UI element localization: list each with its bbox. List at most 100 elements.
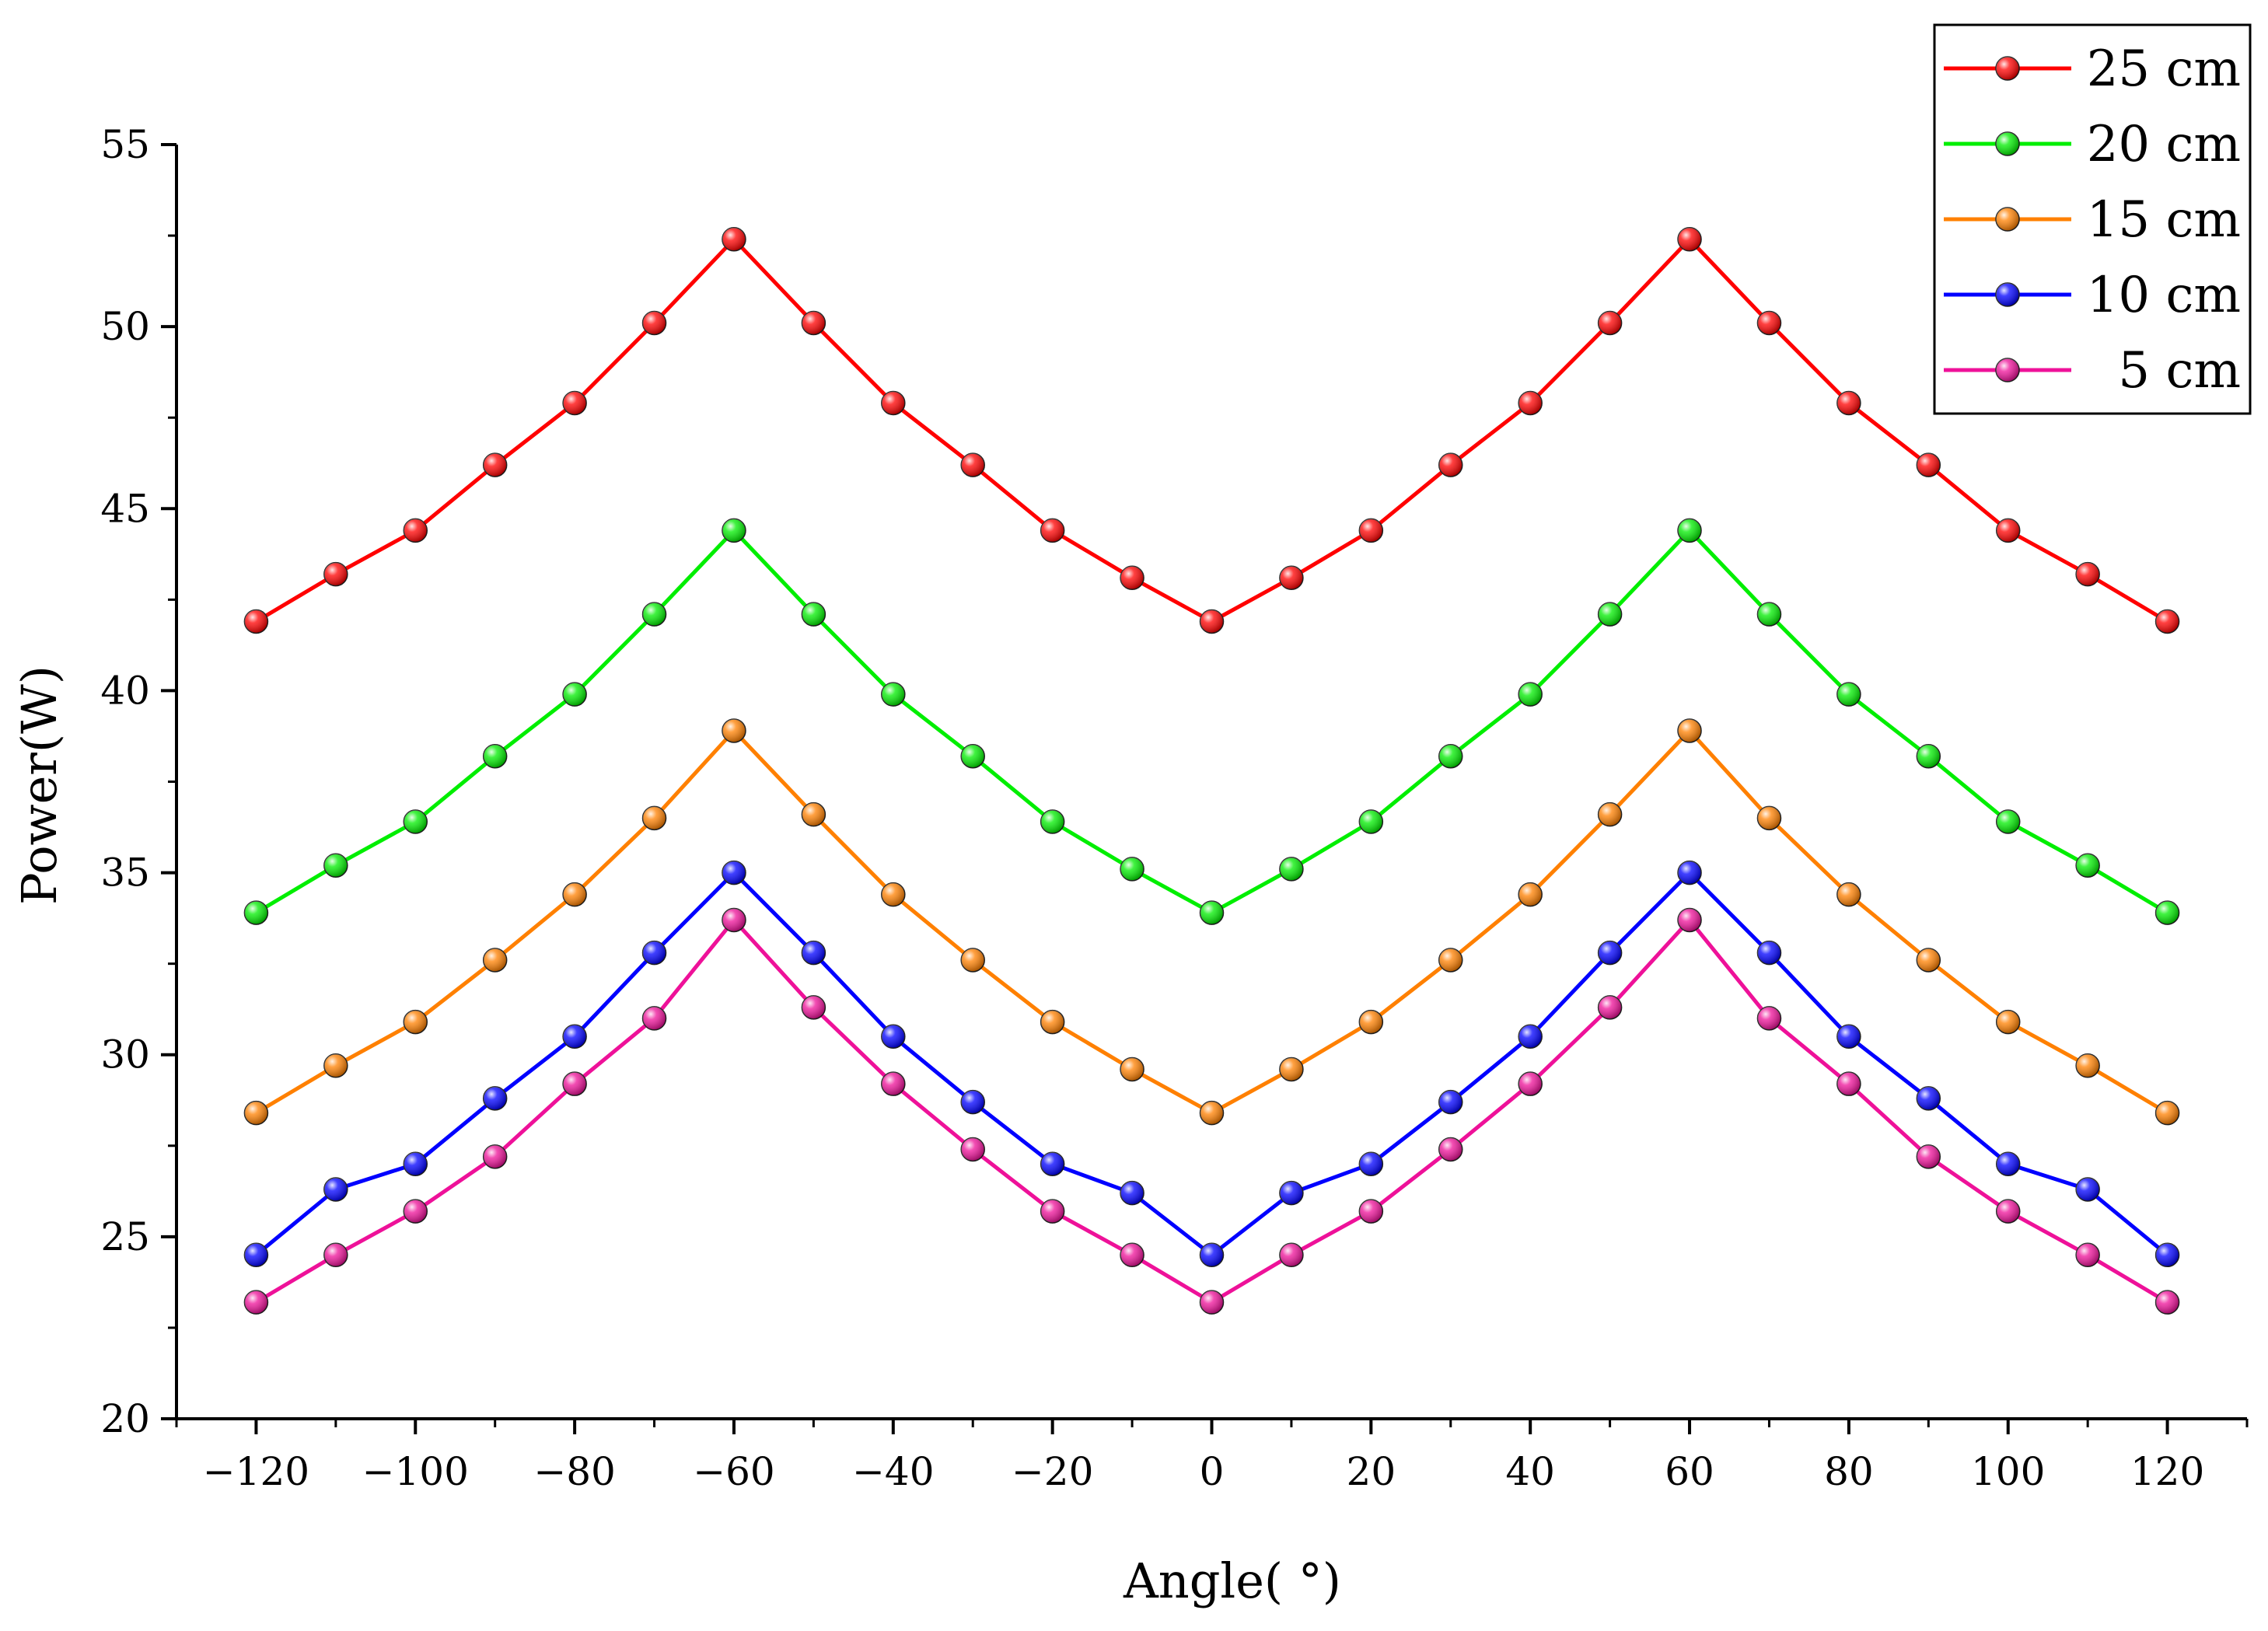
data-point-shine xyxy=(881,882,905,906)
data-point-shine xyxy=(1438,453,1462,477)
data-point-shine xyxy=(323,1243,348,1267)
legend-entry: 10 cm xyxy=(1944,267,2241,324)
data-point-shine xyxy=(244,1101,268,1125)
data-point-shine xyxy=(1598,311,1622,335)
data-point-shine xyxy=(404,810,428,834)
y-tick-label: 25 xyxy=(100,1214,150,1259)
data-point-shine xyxy=(1518,1025,1543,1049)
data-point-shine xyxy=(1996,519,2020,543)
data-point-shine xyxy=(1678,519,1702,543)
data-point-shine xyxy=(1200,901,1224,925)
y-tick-label: 55 xyxy=(100,122,150,167)
data-point-shine xyxy=(961,1090,985,1114)
data-point-shine xyxy=(2076,1243,2100,1267)
data-point-shine xyxy=(323,854,348,878)
data-point-shine xyxy=(1757,941,1781,965)
data-point-shine xyxy=(2155,901,2179,925)
data-point-shine xyxy=(244,609,268,634)
data-point-shine xyxy=(244,1243,268,1267)
data-point-shine xyxy=(244,1290,268,1315)
data-point-shine xyxy=(961,948,985,972)
series-2 xyxy=(243,718,2180,1126)
data-point-shine xyxy=(1438,1137,1462,1161)
data-point-shine xyxy=(404,1010,428,1034)
data-point-shine xyxy=(1120,566,1144,590)
legend: 25 cm 20 cm 15 cm 10 cm 5 cm xyxy=(1933,23,2252,415)
data-point-shine xyxy=(1279,1057,1303,1081)
data-point-shine xyxy=(881,1025,905,1049)
x-tick-label: −100 xyxy=(362,1449,469,1494)
data-point-shine xyxy=(1678,718,1702,742)
data-point-shine xyxy=(881,683,905,707)
data-point-shine xyxy=(1917,1144,1941,1168)
legend-entry: 20 cm xyxy=(1944,116,2241,173)
data-point-shine xyxy=(2076,1177,2100,1201)
data-point-shine xyxy=(2155,609,2179,634)
data-point-shine xyxy=(404,1152,428,1176)
data-point-shine xyxy=(1120,1243,1144,1267)
y-tick-label: 20 xyxy=(100,1396,150,1441)
data-point-shine xyxy=(2155,1243,2179,1267)
data-point-shine xyxy=(1438,1090,1462,1114)
y-tick-label: 50 xyxy=(100,304,150,349)
data-point-shine xyxy=(722,227,746,251)
x-tick-label: −120 xyxy=(203,1449,309,1494)
data-point-shine xyxy=(404,1200,428,1224)
data-point-shine xyxy=(323,1053,348,1077)
data-point-shine xyxy=(642,1006,666,1030)
data-point-shine xyxy=(1757,602,1781,627)
legend-marker-shine xyxy=(1996,208,2019,231)
data-point-shine xyxy=(483,744,507,768)
x-tick-label: −40 xyxy=(852,1449,935,1494)
data-point-shine xyxy=(1040,1010,1064,1034)
data-point-shine xyxy=(1678,227,1702,251)
data-point-shine xyxy=(642,311,666,335)
y-axis-title: Power(W) xyxy=(11,665,68,905)
data-point-shine xyxy=(802,602,826,627)
data-point-shine xyxy=(323,562,348,586)
data-point-shine xyxy=(1598,995,1622,1019)
legend-entry: 15 cm xyxy=(1944,191,2241,249)
data-point-shine xyxy=(483,948,507,972)
legend-entry: 5 cm xyxy=(1944,342,2241,400)
data-point-shine xyxy=(802,802,826,826)
data-point-shine xyxy=(1996,1010,2020,1034)
data-point-shine xyxy=(881,1072,905,1096)
x-tick-label: 0 xyxy=(1200,1449,1225,1494)
data-point-shine xyxy=(1359,1152,1383,1176)
data-point-shine xyxy=(1518,1072,1543,1096)
legend-label: 5 cm xyxy=(2118,342,2241,400)
data-point-shine xyxy=(1836,683,1861,707)
data-point-shine xyxy=(1279,857,1303,881)
legend-label: 15 cm xyxy=(2087,191,2241,249)
series-1 xyxy=(243,518,2180,925)
data-point-shine xyxy=(1279,1181,1303,1205)
data-point-shine xyxy=(483,453,507,477)
x-tick-label: 60 xyxy=(1665,1449,1714,1494)
data-point-shine xyxy=(722,519,746,543)
data-point-shine xyxy=(1438,744,1462,768)
data-point-shine xyxy=(2076,562,2100,586)
data-point-shine xyxy=(1438,948,1462,972)
data-point-shine xyxy=(1836,882,1861,906)
x-tick-label: 20 xyxy=(1347,1449,1396,1494)
x-tick-label: −80 xyxy=(533,1449,616,1494)
data-point-shine xyxy=(2155,1290,2179,1315)
data-point-shine xyxy=(881,391,905,415)
data-point-shine xyxy=(1917,948,1941,972)
data-point-shine xyxy=(1040,1200,1064,1224)
data-point-shine xyxy=(722,861,746,885)
legend-label: 20 cm xyxy=(2087,116,2241,173)
data-point-shine xyxy=(1359,1010,1383,1034)
data-point-shine xyxy=(323,1177,348,1201)
legend-label: 25 cm xyxy=(2087,40,2241,98)
data-point-shine xyxy=(483,1086,507,1110)
data-point-shine xyxy=(1917,744,1941,768)
series-line xyxy=(255,237,2168,623)
data-point-shine xyxy=(563,882,587,906)
data-point-shine xyxy=(642,602,666,627)
data-point-shine xyxy=(722,908,746,932)
data-point-shine xyxy=(1040,519,1064,543)
data-point-shine xyxy=(1040,1152,1064,1176)
